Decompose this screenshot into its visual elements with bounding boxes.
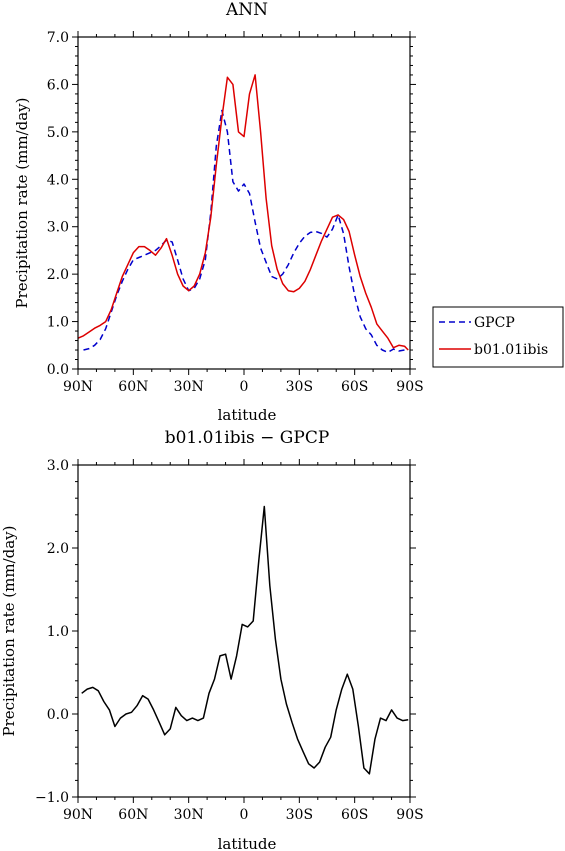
y-tick-label: 2.0 <box>47 541 69 557</box>
chart-difference: b01.01ibis − GPCP −1.0 0.0 1.0 2.0 3.0 90N 60… <box>0 428 424 851</box>
chart-ann: ANN 0.0 1.0 2.0 3.0 4.0 5.0 6.0 7.0 90N 60N 30N 0 3… <box>13 0 424 424</box>
legend-box <box>432 306 564 368</box>
y-tick-label: 4.0 <box>47 172 69 188</box>
x-tick-label: 0 <box>240 379 249 395</box>
y-tick-label: 1.0 <box>47 315 69 331</box>
y-tick-label: 3.0 <box>47 220 69 236</box>
y-tick-label: 5.0 <box>47 125 69 141</box>
y-tick-label: 6.0 <box>47 77 69 93</box>
x-axis-label: latitude <box>218 406 277 424</box>
legend: GPCP b01.01ibis <box>432 306 564 368</box>
chart-title: b01.01ibis − GPCP <box>165 428 330 448</box>
x-tick-label: 0 <box>240 807 249 823</box>
legend-label-model: b01.01ibis <box>474 342 548 358</box>
axis-ticks <box>72 31 416 375</box>
plot-frame <box>77 36 411 370</box>
legend-label-gpcp: GPCP <box>474 315 515 331</box>
series-line-b01-01ibis <box>77 74 409 351</box>
x-tick-label: 60N <box>118 807 148 823</box>
x-tick-labels: 90N 60N 30N 0 30S 60S 90S <box>63 807 424 823</box>
plot-frame <box>77 464 411 798</box>
y-tick-label: 0.0 <box>47 362 69 378</box>
x-tick-label: 90N <box>63 807 93 823</box>
series-line-gpcp <box>83 109 409 354</box>
series-line-diff-0 <box>81 505 409 775</box>
x-tick-label: 90N <box>63 379 93 395</box>
y-tick-labels: 0.0 1.0 2.0 3.0 4.0 5.0 6.0 7.0 <box>47 30 69 378</box>
x-tick-label: 60N <box>118 379 148 395</box>
y-axis-label: Precipitation rate (mm/day) <box>0 525 18 736</box>
y-axis-label: Precipitation rate (mm/day) <box>13 97 31 308</box>
x-tick-label: 60S <box>341 379 368 395</box>
x-tick-label: 90S <box>396 807 423 823</box>
y-tick-label: 2.0 <box>47 267 69 283</box>
x-tick-labels: 90N 60N 30N 0 30S 60S 90S <box>63 379 424 395</box>
x-tick-label: 90S <box>396 379 423 395</box>
series-group <box>77 74 409 354</box>
x-tick-label: 30N <box>174 807 204 823</box>
x-tick-label: 30N <box>174 379 204 395</box>
y-tick-label: 7.0 <box>47 30 69 46</box>
y-tick-labels: −1.0 0.0 1.0 2.0 3.0 <box>35 458 69 806</box>
axis-ticks <box>72 459 416 803</box>
y-tick-label: 1.0 <box>47 624 69 640</box>
chart-title: ANN <box>225 0 268 20</box>
y-tick-label: −1.0 <box>35 790 69 806</box>
x-axis-label: latitude <box>218 835 277 851</box>
series-group <box>81 505 409 775</box>
x-tick-label: 60S <box>341 807 368 823</box>
y-tick-label: 3.0 <box>47 458 69 474</box>
y-tick-label: 0.0 <box>47 707 69 723</box>
x-tick-label: 30S <box>286 807 313 823</box>
x-tick-label: 30S <box>286 379 313 395</box>
